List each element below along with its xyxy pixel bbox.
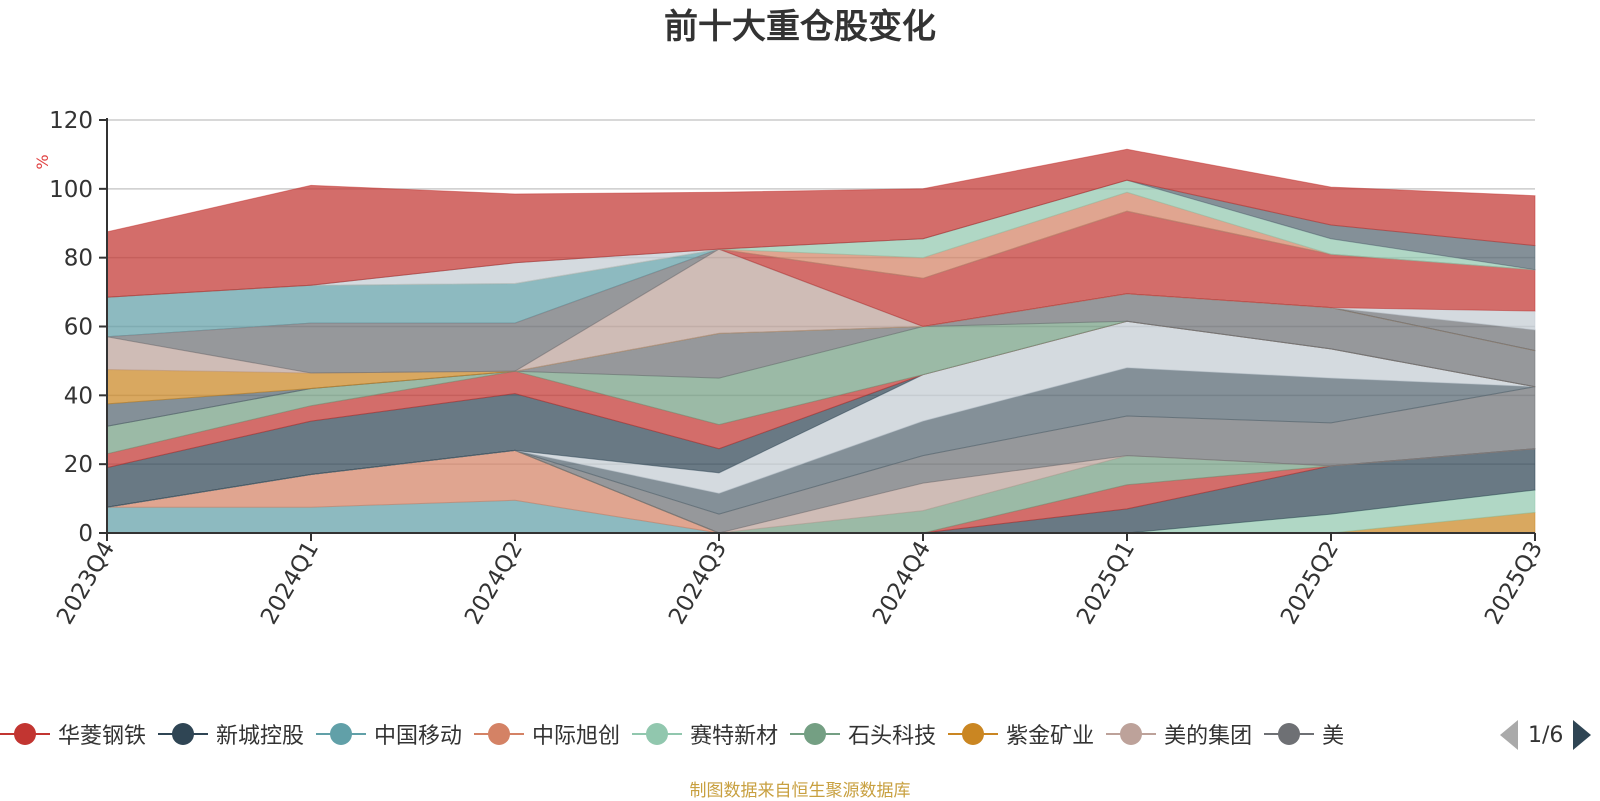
legend-item[interactable]: 赛特新材 (632, 718, 778, 750)
x-tick-label: 2025Q3 (1480, 537, 1548, 629)
y-tick-label: 0 (78, 521, 93, 547)
legend-item[interactable]: 美 (1264, 718, 1344, 750)
legend-pager: 1/6 (1500, 720, 1592, 750)
triangle-right-icon[interactable] (1573, 720, 1592, 750)
legend-item[interactable]: 新城控股 (158, 718, 304, 750)
legend-marker-icon (1264, 722, 1315, 746)
chart-title: 前十大重仓股变化 (664, 7, 936, 47)
y-axis-label: % (33, 154, 52, 169)
source-note: 制图数据来自恒生聚源数据库 (689, 781, 911, 801)
legend-item[interactable]: 美的集团 (1106, 718, 1252, 750)
legend-marker-icon (0, 722, 50, 746)
y-tick-label: 20 (64, 452, 93, 478)
x-tick-label: 2024Q4 (868, 537, 936, 629)
y-tick-label: 60 (64, 315, 93, 341)
y-tick-label: 120 (49, 108, 93, 134)
x-tick-label: 2024Q2 (460, 537, 528, 629)
legend-item[interactable]: 紫金矿业 (948, 718, 1094, 750)
x-tick-label: 2024Q3 (664, 537, 732, 629)
legend-marker-icon (1106, 722, 1157, 746)
x-tick-label: 2023Q4 (52, 537, 120, 629)
y-tick-label: 40 (64, 383, 93, 409)
legend-marker-icon (632, 722, 683, 746)
x-tick-label: 2024Q1 (256, 537, 324, 629)
y-tick-label: 80 (64, 246, 93, 272)
legend-page-indicator: 1/6 (1528, 722, 1564, 748)
triangle-left-icon[interactable] (1500, 720, 1518, 750)
legend-item[interactable]: 石头科技 (790, 718, 936, 750)
legend-label: 赛特新材 (690, 724, 779, 749)
legend: 华菱钢铁 新城控股 中国移动 中际旭创 赛特新材 石头科技 紫金矿业 美的集团 美 (0, 712, 1495, 756)
legend-label: 美 (1322, 724, 1345, 749)
area-series (106, 148, 1536, 534)
legend-marker-icon (948, 722, 999, 746)
y-tick-label: 100 (49, 177, 93, 203)
x-tick-label: 2025Q1 (1072, 537, 1140, 629)
legend-marker-icon (316, 722, 367, 746)
x-tick-label: 2025Q2 (1276, 537, 1344, 629)
legend-label: 石头科技 (848, 724, 937, 749)
legend-marker-icon (474, 722, 525, 746)
legend-label: 华菱钢铁 (58, 724, 147, 749)
legend-label: 中国移动 (374, 724, 463, 749)
legend-label: 美的集团 (1164, 724, 1253, 749)
legend-marker-icon (790, 722, 841, 746)
legend-marker-icon (158, 722, 209, 746)
legend-label: 中际旭创 (532, 724, 621, 749)
legend-item[interactable]: 中际旭创 (474, 718, 620, 750)
legend-item[interactable]: 华菱钢铁 (0, 718, 146, 750)
area-series-26[interactable] (106, 148, 1536, 298)
legend-label: 紫金矿业 (1006, 724, 1095, 749)
legend-label: 新城控股 (216, 724, 305, 749)
legend-item[interactable]: 中国移动 (316, 718, 462, 750)
